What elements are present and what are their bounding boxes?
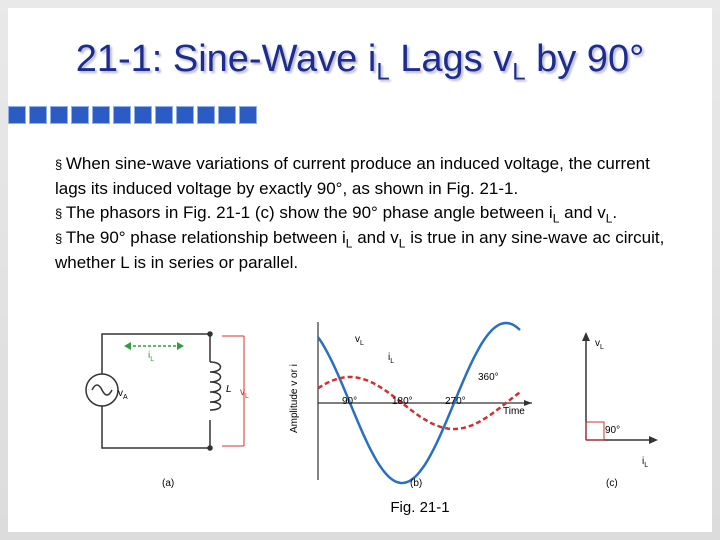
figure-panel — [55, 322, 683, 494]
subscript: L — [360, 340, 364, 347]
label: vL — [595, 338, 604, 351]
caption: (a) — [162, 478, 174, 489]
voltage-wave — [316, 321, 521, 485]
subscript: L — [398, 236, 406, 251]
bullet: § The 90° phase relationship between iL … — [55, 226, 675, 275]
bullet: § The phasors in Fig. 21-1 (c) show the … — [55, 201, 675, 226]
text: (b) — [410, 478, 422, 489]
text: 270° — [445, 396, 466, 407]
bullet-list: § When sine-wave variations of current p… — [55, 152, 675, 275]
subscript: L — [600, 344, 604, 351]
text: When sine-wave variations of current pro… — [55, 154, 650, 198]
angle-box — [585, 421, 605, 441]
axis-label: Time — [503, 406, 525, 417]
subscript: L — [512, 58, 526, 86]
label: iL — [642, 456, 648, 469]
label: vL — [240, 387, 249, 400]
text: and v — [352, 228, 399, 247]
subscript: L — [552, 211, 560, 226]
bullet-marker: § — [55, 157, 66, 172]
label: iL — [388, 352, 394, 365]
label: iL — [148, 350, 154, 363]
axes — [317, 322, 532, 480]
text: 90° — [605, 425, 620, 436]
subscript: L — [345, 236, 353, 251]
text: i — [148, 350, 150, 361]
label: 90° — [605, 425, 620, 436]
subscript: A — [123, 394, 128, 401]
circuit — [85, 331, 222, 451]
text: . — [612, 203, 618, 222]
square — [197, 106, 215, 124]
angle-label: 360° — [478, 372, 499, 383]
angle-label: 180° — [392, 396, 413, 407]
label: vA — [118, 388, 128, 401]
square — [134, 106, 152, 124]
text: 360° — [478, 372, 499, 383]
square — [176, 106, 194, 124]
text: (a) — [162, 478, 174, 489]
caption: (b) — [410, 478, 422, 489]
label: L — [226, 384, 232, 395]
bullet-marker: § — [55, 206, 66, 221]
text: L — [226, 384, 232, 395]
subscript: L — [644, 462, 648, 469]
slide-title: 21-1: Sine-Wave iL Lags vL by 90° — [0, 38, 720, 87]
text: Amplitude v or i — [289, 364, 300, 433]
square — [92, 106, 110, 124]
decor-squares — [8, 106, 260, 124]
text: 180° — [392, 396, 413, 407]
angle-label: 90° — [342, 396, 357, 407]
text: 90° — [342, 396, 357, 407]
text: Lags v — [389, 38, 513, 80]
text: v — [355, 334, 360, 345]
square — [155, 106, 173, 124]
figure-caption: Fig. 21-1 — [390, 499, 449, 516]
square — [8, 106, 26, 124]
text: v — [595, 338, 600, 349]
square — [113, 106, 131, 124]
arrow-head — [524, 400, 532, 406]
caption: (c) — [606, 478, 618, 489]
text: by 90° — [525, 38, 645, 80]
text: i — [388, 352, 390, 363]
axis-label: Amplitude v or i — [289, 364, 300, 433]
bullet: § When sine-wave variations of current p… — [55, 152, 675, 201]
text: The 90° phase relationship between i — [65, 228, 346, 247]
square — [71, 106, 89, 124]
square — [218, 106, 236, 124]
subscript: L — [150, 356, 154, 363]
subscript: L — [245, 393, 249, 400]
text: The phasors in Fig. 21-1 (c) show the 90… — [65, 203, 553, 222]
label: vL — [355, 334, 364, 347]
square — [239, 106, 257, 124]
text: 21-1: Sine-Wave i — [75, 38, 377, 80]
square — [29, 106, 47, 124]
subscript: L — [390, 358, 394, 365]
text: i — [642, 456, 644, 467]
current-wave — [317, 375, 521, 431]
arrow-heads — [124, 342, 184, 350]
square — [50, 106, 68, 124]
bullet-marker: § — [55, 231, 66, 246]
subscript: L — [605, 211, 613, 226]
text: v — [118, 388, 123, 399]
text: (c) — [606, 478, 618, 489]
subscript: L — [376, 58, 390, 86]
text: is true in any sine-wave ac circuit, whe… — [55, 228, 665, 272]
text: and v — [559, 203, 606, 222]
angle-label: 270° — [445, 396, 466, 407]
voltage-indicator — [222, 335, 245, 447]
text: Time — [503, 406, 525, 417]
text: v — [240, 387, 245, 398]
